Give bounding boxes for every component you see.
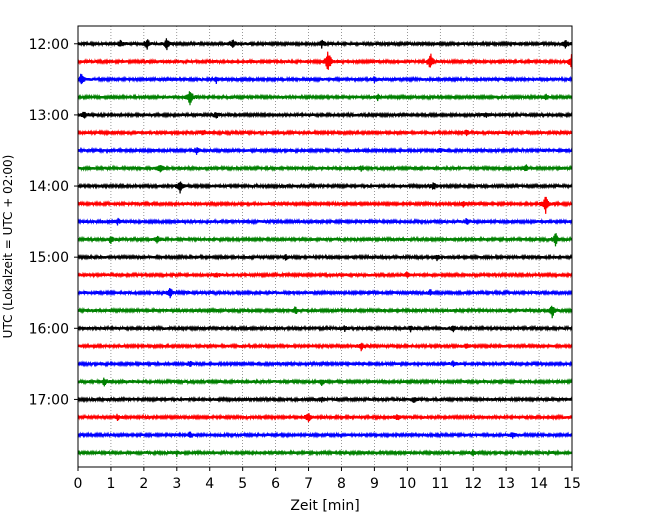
trace-line <box>77 181 573 194</box>
trace-line <box>77 287 573 299</box>
trace-line <box>77 449 573 457</box>
x-tick-label: 1 <box>106 476 115 492</box>
y-axis: 12:00 13:00 14:00 15:00 16:00 17:00 <box>29 37 78 408</box>
x-tick-label: 12 <box>464 476 482 492</box>
x-tick-label: 4 <box>205 476 214 492</box>
y-tick-label: 14:00 <box>29 179 69 195</box>
x-tick-label: 3 <box>172 476 181 492</box>
x-tick-label: 5 <box>238 476 247 492</box>
x-tick-label: 11 <box>431 476 449 492</box>
trace-line <box>77 111 573 119</box>
trace-line <box>77 431 573 439</box>
y-tick-label: 13:00 <box>29 108 69 124</box>
trace-line <box>77 196 573 214</box>
trace-line <box>77 271 573 279</box>
x-tick-label: 7 <box>304 476 313 492</box>
trace-line <box>77 164 573 173</box>
trace-line <box>77 324 573 333</box>
trace-line <box>77 38 573 51</box>
trace-line <box>77 217 573 226</box>
x-axis-label: Zeit [min] <box>290 498 359 514</box>
x-axis: 0 1 2 3 4 5 6 7 8 9 10 11 12 13 14 15 <box>74 467 581 492</box>
y-tick-label: 15:00 <box>29 250 69 266</box>
x-tick-label: 14 <box>530 476 548 492</box>
trace-line <box>77 360 573 368</box>
plot-frame <box>77 25 573 468</box>
trace-line <box>77 342 573 352</box>
x-tick-label: 13 <box>497 476 515 492</box>
x-tick-label: 0 <box>74 476 83 492</box>
trace-line <box>77 146 573 155</box>
trace-line <box>77 305 573 319</box>
y-tick-label: 17:00 <box>29 392 69 408</box>
trace-line <box>77 395 573 404</box>
x-tick-label: 9 <box>370 476 379 492</box>
x-tick-label: 8 <box>337 476 346 492</box>
y-tick-label: 16:00 <box>29 321 69 337</box>
x-tick-label: 15 <box>563 476 581 492</box>
trace-line <box>77 413 573 423</box>
trace-line <box>77 91 573 106</box>
y-axis-label: UTC (Lokalzeit = UTC + 02:00) <box>1 155 15 339</box>
x-tick-label: 6 <box>271 476 280 492</box>
trace-line <box>77 73 573 85</box>
x-tick-label: 2 <box>139 476 148 492</box>
trace-line <box>77 129 573 137</box>
trace-group <box>77 38 573 457</box>
x-tick-label: 10 <box>398 476 416 492</box>
trace-line <box>77 377 573 387</box>
trace-line <box>77 51 573 70</box>
trace-line <box>77 233 573 247</box>
trace-line <box>77 253 573 262</box>
y-tick-label: 12:00 <box>29 37 69 53</box>
